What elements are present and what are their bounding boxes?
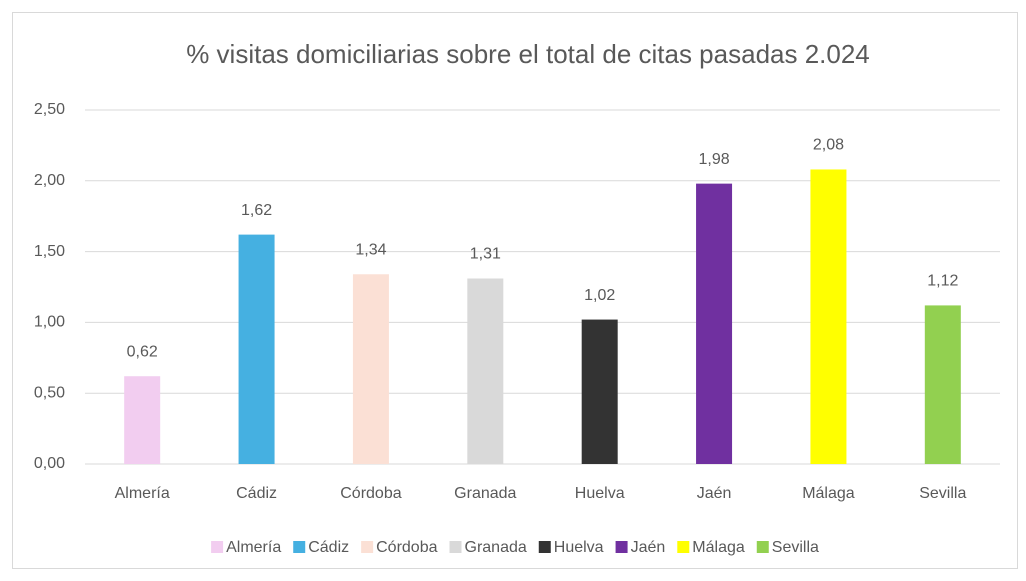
y-tick-label: 2,00 bbox=[34, 172, 65, 189]
data-label: 1,12 bbox=[927, 273, 958, 290]
data-label: 1,62 bbox=[241, 202, 272, 219]
y-tick-label: 1,50 bbox=[34, 243, 65, 260]
x-tick-label: Córdoba bbox=[340, 485, 401, 502]
legend-label: Jaén bbox=[631, 539, 666, 556]
data-label: 0,62 bbox=[127, 343, 158, 360]
legend-label: Málaga bbox=[692, 539, 745, 556]
bar bbox=[352, 274, 389, 464]
legend-label: Córdoba bbox=[376, 539, 437, 556]
legend-swatch bbox=[538, 541, 551, 553]
legend-swatch bbox=[211, 541, 224, 553]
legend-swatch bbox=[293, 541, 306, 553]
legend-label: Almería bbox=[226, 539, 281, 556]
chart-title: % visitas domiciliarias sobre el total d… bbox=[186, 39, 870, 69]
data-label: 1,98 bbox=[698, 151, 729, 168]
x-tick-label: Almería bbox=[115, 485, 170, 502]
legend: Almería Cádiz Córdoba Granada Huelva Jaén Mála… bbox=[211, 539, 819, 556]
data-label: 1,31 bbox=[470, 246, 501, 263]
chart-border bbox=[12, 12, 1018, 569]
legend-swatch bbox=[756, 541, 769, 553]
x-tick-label: Granada bbox=[454, 485, 516, 502]
x-tick-label: Cádiz bbox=[236, 485, 277, 502]
bar bbox=[924, 305, 961, 464]
legend-label: Sevilla bbox=[772, 539, 819, 556]
bar bbox=[810, 169, 847, 465]
data-label: 1,02 bbox=[584, 287, 615, 304]
y-tick-label: 1,00 bbox=[34, 314, 65, 331]
legend-label: Cádiz bbox=[308, 539, 349, 556]
y-tick-label: 0,50 bbox=[34, 384, 65, 401]
bar bbox=[696, 183, 733, 464]
legend-swatch bbox=[449, 541, 462, 553]
legend-swatch bbox=[615, 541, 628, 553]
bar bbox=[238, 234, 275, 464]
y-tick-label: 0,00 bbox=[34, 455, 65, 472]
x-tick-label: Huelva bbox=[575, 485, 625, 502]
bar bbox=[581, 319, 618, 464]
legend-label: Granada bbox=[465, 539, 527, 556]
bar bbox=[124, 376, 161, 464]
legend-swatch bbox=[677, 541, 690, 553]
legend-swatch bbox=[361, 541, 374, 553]
bar bbox=[467, 278, 504, 464]
y-tick-label: 2,50 bbox=[34, 101, 65, 118]
x-tick-label: Sevilla bbox=[919, 485, 966, 502]
legend-label: Huelva bbox=[554, 539, 604, 556]
data-label: 1,34 bbox=[355, 241, 386, 258]
data-label: 2,08 bbox=[813, 137, 844, 154]
x-tick-label: Málaga bbox=[802, 485, 855, 502]
x-tick-label: Jaén bbox=[697, 485, 732, 502]
